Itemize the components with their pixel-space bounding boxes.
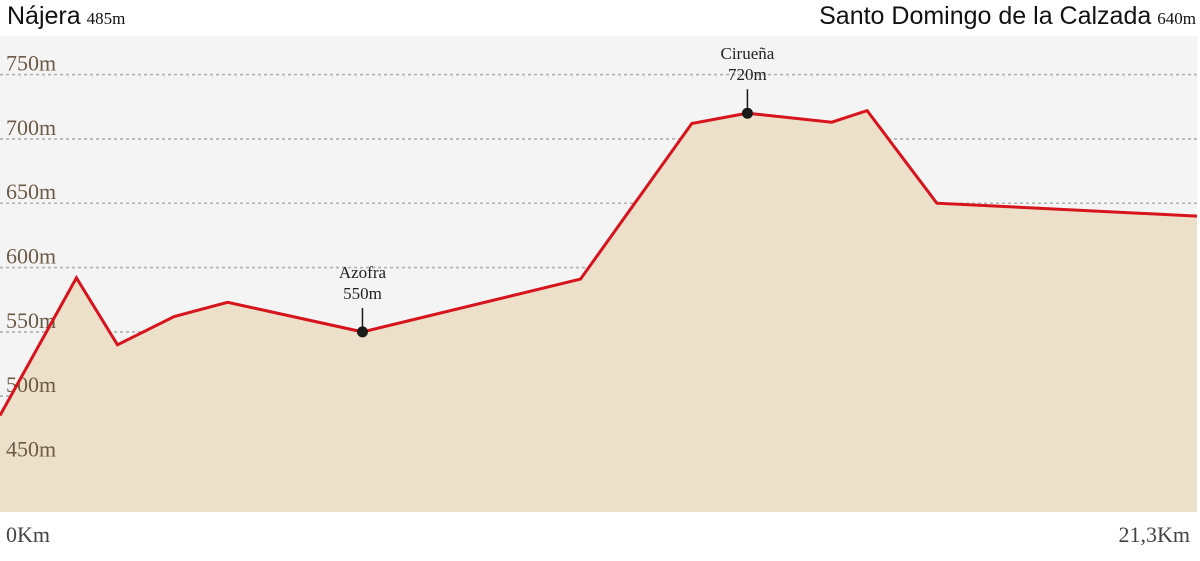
annotation-name-ciruena: Cirueña <box>721 44 775 63</box>
annotation-name-azofra: Azofra <box>339 263 387 282</box>
start-header: Nájera 485m <box>7 2 125 36</box>
y-tick-label-500: 500m <box>6 372 56 397</box>
end-place-name: Santo Domingo de la Calzada <box>819 2 1152 30</box>
y-tick-label-600: 600m <box>6 244 56 269</box>
start-altitude: 485m <box>86 9 126 28</box>
annotations-layer: Azofra 550m Cirueña 720m <box>339 44 775 338</box>
end-altitude: 640m <box>1157 9 1196 28</box>
y-tick-label-750: 750m <box>6 51 56 76</box>
x-tick-label-end: 21,3Km <box>1118 522 1191 547</box>
marker-ciruena <box>741 107 753 119</box>
annotation-altitude-azofra: 550m <box>343 284 382 303</box>
end-header: Santo Domingo de la Calzada 640m <box>819 2 1196 36</box>
x-tick-label-start: 0Km <box>6 522 50 547</box>
marker-azofra <box>356 326 368 338</box>
elevation-profile-line <box>0 108 1198 417</box>
y-tick-label-450: 450m <box>6 437 56 462</box>
y-tick-label-700: 700m <box>6 115 56 140</box>
start-place-name: Nájera <box>7 2 81 30</box>
y-tick-label-650: 650m <box>6 179 56 204</box>
elevation-area <box>0 110 1197 512</box>
annotation-altitude-ciruena: 720m <box>728 65 767 84</box>
